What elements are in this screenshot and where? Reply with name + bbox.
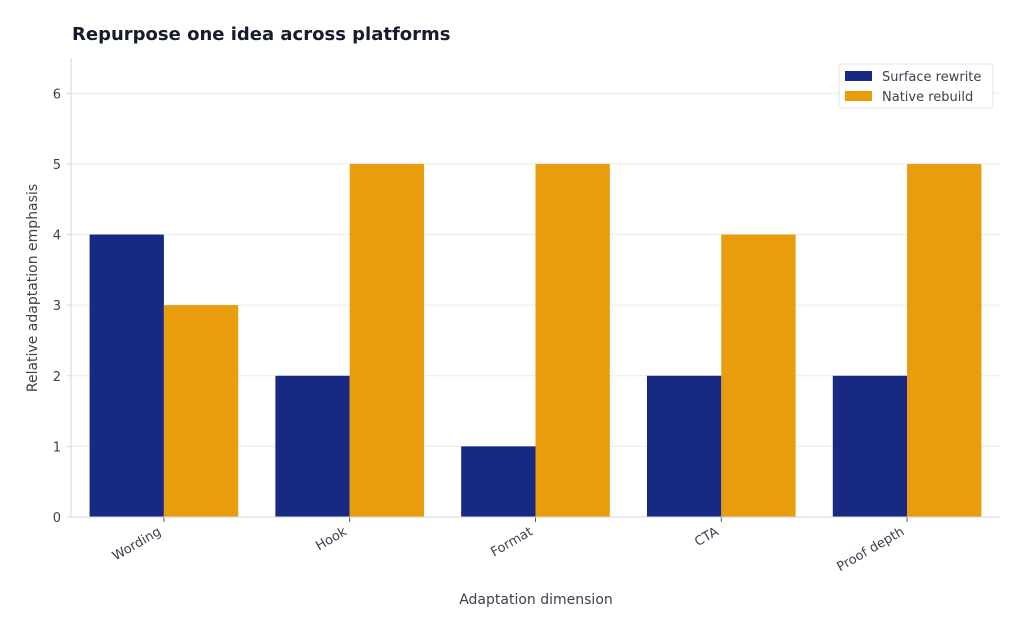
bar-surface-rewrite-format [461,446,536,517]
x-tick-label: Wording [110,524,164,564]
legend-label: Native rebuild [882,90,973,105]
y-tick-labels: 0 1 2 3 4 5 6 [53,87,61,526]
x-axis-label: Adaptation dimension [459,592,613,608]
legend-box [838,63,994,109]
x-tick-label: Proof depth [835,524,908,575]
x-tick-labels: Wording Hook Format CTA Proof depth [110,524,907,575]
y-tick-label: 1 [53,440,61,455]
bar-native-rebuild-proof-depth [907,163,982,517]
legend: Surface rewrite Native rebuild [838,63,994,109]
legend-label: Surface rewrite [882,70,981,85]
bar-native-rebuild-format [535,163,610,517]
y-tick-label: 0 [53,511,61,526]
bar-native-rebuild-cta [721,234,796,518]
bar-native-rebuild-hook [349,163,425,517]
chart-title: Repurpose one idea across platforms [72,24,451,45]
bar-surface-rewrite-proof-depth [832,375,908,517]
bar-surface-rewrite-wording [89,234,164,518]
y-tick-label: 4 [53,229,61,244]
y-tick-label: 6 [53,87,61,102]
bar-surface-rewrite-cta [646,375,722,517]
axes [67,58,1000,522]
y-tick-label: 5 [53,158,61,173]
x-tick-label: Hook [313,524,350,554]
bars [89,163,982,518]
bar-surface-rewrite-hook [275,375,350,517]
y-tick-label: 3 [53,299,61,314]
y-tick-label: 2 [53,370,61,385]
bar-native-rebuild-wording [163,305,239,517]
legend-swatch [845,71,872,81]
y-axis-label: Relative adaptation emphasis [25,184,41,392]
x-tick-label: Format [488,524,535,560]
legend-swatch [845,91,872,101]
x-tick-label: CTA [692,524,721,549]
